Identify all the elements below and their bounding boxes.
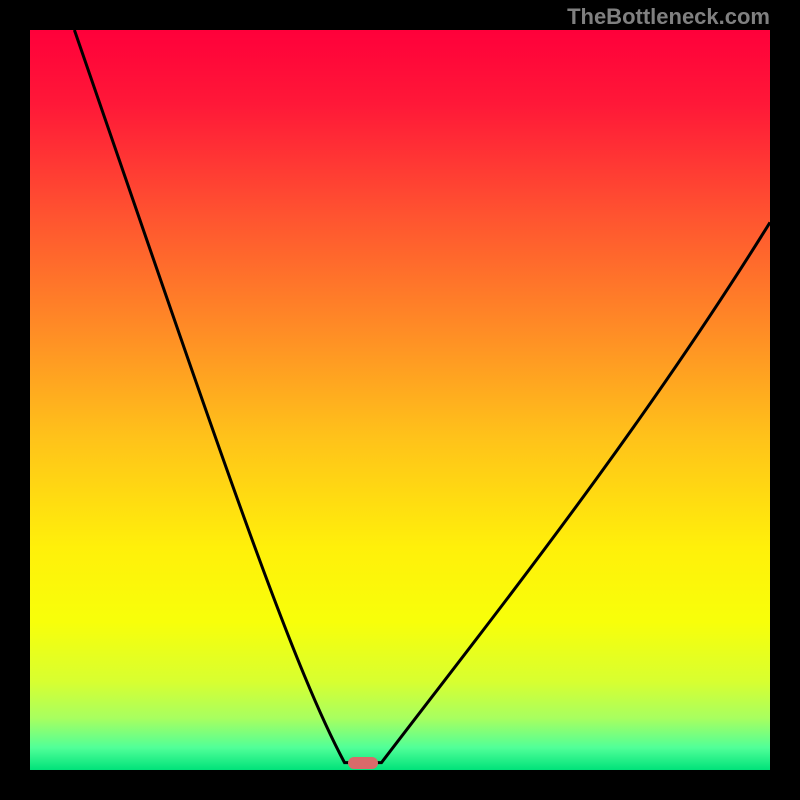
watermark-text: TheBottleneck.com — [567, 4, 770, 30]
optimal-marker — [348, 757, 378, 769]
plot-area — [30, 30, 770, 770]
bottleneck-curve — [30, 30, 770, 770]
chart-container: TheBottleneck.com — [0, 0, 800, 800]
curve-path — [74, 30, 770, 763]
